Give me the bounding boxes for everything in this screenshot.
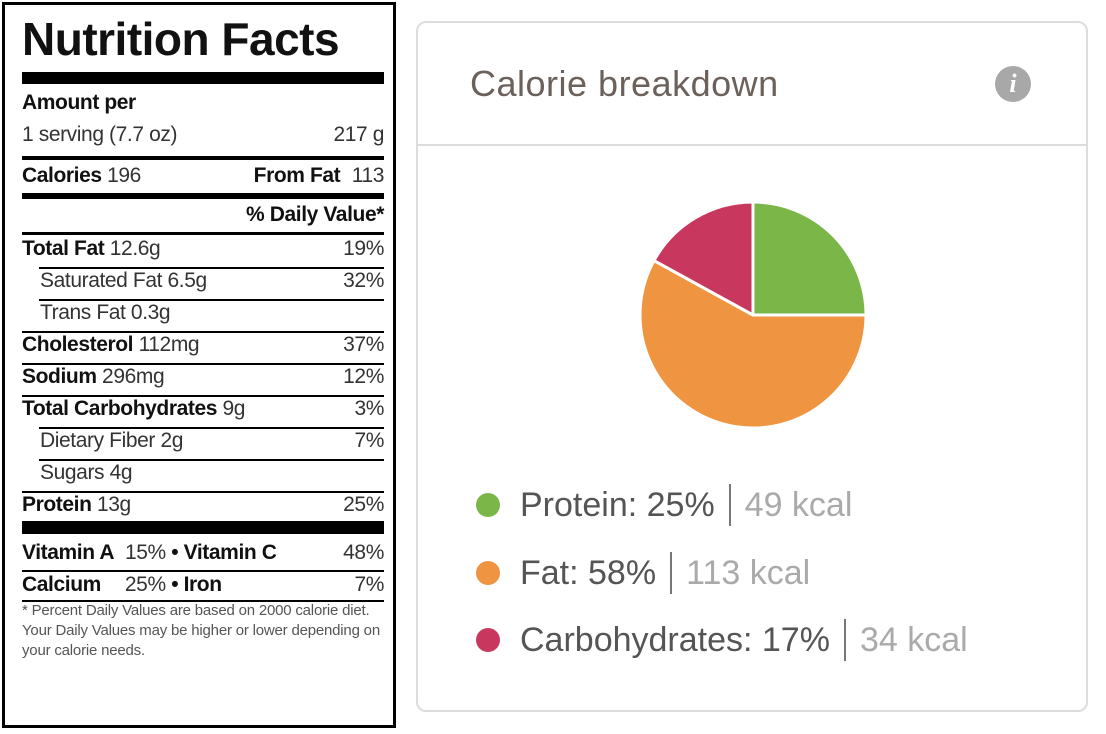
amount-per-label: Amount per <box>22 91 136 114</box>
nutrient-row-protein: Protein 13g 25% <box>22 491 384 519</box>
vitamin-c-label: Vitamin C <box>183 541 277 564</box>
nutrient-label: Total Fat <box>22 237 105 260</box>
nutrient-label: Dietary Fiber <box>40 429 155 452</box>
nutrient-label: Sodium <box>22 365 97 388</box>
legend-dot <box>476 561 500 585</box>
pie-slice-carbohydrates <box>652 200 755 317</box>
divider <box>22 570 384 572</box>
legend-label: Protein: 25% <box>520 485 715 524</box>
divider <box>22 600 384 602</box>
nutrient-amount: 296mg <box>102 365 165 388</box>
nutrient-amount: 6.5g <box>167 269 207 292</box>
pie-slice-fat <box>638 259 868 430</box>
divider <box>22 491 384 493</box>
nutrient-row-total-fat: Total Fat 12.6g 19% <box>22 235 384 263</box>
from-fat-label: From Fat <box>253 164 341 187</box>
calories-label: Calories <box>22 164 102 187</box>
calories-value: 196 <box>107 164 141 187</box>
nutrition-facts-label: Nutrition Facts Amount per 1 serving (7.… <box>2 2 396 728</box>
nutrient-pct: 19% <box>343 237 384 260</box>
amount-per-row: Amount per <box>22 89 384 117</box>
divider <box>22 232 384 235</box>
divider <box>22 395 384 397</box>
serving-row: 1 serving (7.7 oz) 217 g <box>22 121 384 149</box>
legend-kcal: 34 kcal <box>859 620 968 659</box>
calorie-breakdown-card: Calorie breakdown i Protein: 25% 49 kcal… <box>416 21 1088 712</box>
vitamin-row-a-c: Vitamin A 15% • Vitamin C 48% <box>22 539 384 567</box>
divider <box>39 459 384 461</box>
serving-weight: 217 g <box>333 123 384 146</box>
legend-kcal: 49 kcal <box>744 485 853 524</box>
nutrient-pct: 37% <box>343 333 384 356</box>
divider <box>22 363 384 365</box>
nutrient-amount: 2g <box>160 429 183 452</box>
legend-kcal: 113 kcal <box>686 553 811 592</box>
legend-item-carbohydrates: Carbohydrates: 17% 34 kcal <box>476 618 968 662</box>
calcium-pct: 25% <box>124 573 166 596</box>
legend-dot <box>476 628 500 652</box>
iron-pct: 7% <box>354 573 384 596</box>
calcium-label: Calcium <box>22 573 101 596</box>
legend-item-protein: Protein: 25% 49 kcal <box>476 483 852 527</box>
nutrient-label: Protein <box>22 493 92 516</box>
legend-separator <box>728 484 731 526</box>
nutrient-pct: 12% <box>343 365 384 388</box>
nutrient-pct: 3% <box>354 397 384 420</box>
nutrient-pct: 7% <box>354 429 384 452</box>
bullet: • <box>171 541 179 564</box>
card-title: Calorie breakdown <box>470 63 779 104</box>
thick-divider <box>22 521 384 534</box>
nutrient-pct: 32% <box>343 269 384 292</box>
vitamin-a-label: Vitamin A <box>22 541 115 564</box>
legend-separator <box>670 552 673 594</box>
nutrient-label: Cholesterol <box>22 333 134 356</box>
iron-label: Iron <box>183 573 222 596</box>
daily-value-header-row: % Daily Value* <box>22 201 384 229</box>
calories-row: Calories 196 From Fat 113 <box>22 162 384 190</box>
nutrient-label: Sugars <box>40 461 105 484</box>
nutrient-row-total-carbohydrates: Total Carbohydrates 9g 3% <box>22 395 384 423</box>
nutrient-row-trans-fat: Trans Fat 0.3g <box>40 299 384 327</box>
nutrient-amount: 12.6g <box>109 237 161 260</box>
footnote: * Percent Daily Values are based on 2000… <box>22 602 380 659</box>
nutrient-pct: 25% <box>343 493 384 516</box>
calorie-pie-chart <box>638 200 868 430</box>
nutrient-row-dietary-fiber: Dietary Fiber 2g 7% <box>40 427 384 455</box>
daily-value-header: % Daily Value* <box>246 203 384 226</box>
vitamin-row-calcium-iron: Calcium 25% • Iron 7% <box>22 571 384 599</box>
legend-item-fat: Fat: 58% 113 kcal <box>476 551 810 595</box>
bullet: • <box>171 573 179 596</box>
nutrient-amount: 0.3g <box>130 301 171 324</box>
nutrient-row-cholesterol: Cholesterol 112mg 37% <box>22 331 384 359</box>
nutrient-row-sugars: Sugars 4g <box>40 459 384 487</box>
vitamin-c-pct: 48% <box>343 541 384 564</box>
card-divider <box>418 144 1086 146</box>
nutrient-amount: 4g <box>109 461 133 484</box>
nutrient-label: Total Carbohydrates <box>22 397 218 420</box>
divider <box>22 331 384 333</box>
serving-size: 1 serving (7.7 oz) <box>22 123 178 146</box>
nutrient-amount: 13g <box>96 493 131 516</box>
divider <box>22 156 384 160</box>
nutrient-label: Saturated Fat <box>40 269 163 292</box>
nutrient-row-saturated-fat: Saturated Fat 6.5g 32% <box>40 267 384 295</box>
nutrient-amount: 112mg <box>138 333 200 356</box>
thick-divider <box>22 72 384 84</box>
from-fat-value: 113 <box>351 164 385 187</box>
legend-separator <box>843 619 846 661</box>
divider <box>39 267 384 269</box>
nutrient-label: Trans Fat <box>40 301 126 324</box>
info-icon[interactable]: i <box>995 66 1031 102</box>
divider <box>39 299 384 301</box>
pie-slice-protein <box>751 200 868 317</box>
nutrient-amount: 9g <box>222 397 246 420</box>
legend-label: Fat: 58% <box>520 553 657 592</box>
divider <box>39 427 384 429</box>
legend-label: Carbohydrates: 17% <box>520 620 830 659</box>
vitamin-a-pct: 15% <box>124 541 166 564</box>
medium-divider <box>22 193 384 199</box>
nutrition-facts-title: Nutrition Facts <box>22 13 340 65</box>
legend-dot <box>476 493 500 517</box>
nutrient-row-sodium: Sodium 296mg 12% <box>22 363 384 391</box>
